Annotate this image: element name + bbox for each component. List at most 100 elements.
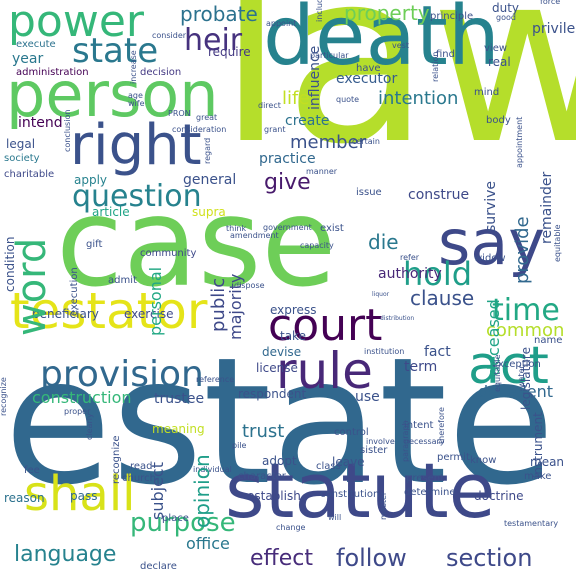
word-force: good [496, 13, 516, 22]
word-relation: vest [392, 41, 409, 50]
word-know: know [470, 455, 497, 466]
word-trust: trust [242, 421, 285, 442]
word-quote: relation [431, 51, 440, 82]
word-life: life [282, 88, 310, 109]
word-testator: testator [10, 282, 208, 340]
word-language: language [14, 542, 117, 567]
word-general: general [183, 172, 237, 188]
word-year: year [12, 51, 44, 67]
word-court: court [268, 300, 383, 351]
word-respondent: respondent [238, 387, 307, 401]
word-personal: personal [146, 266, 165, 336]
word-section: section [446, 544, 533, 572]
word-increase: PRON [168, 109, 191, 118]
word-body: direct [258, 101, 281, 110]
word-opinion: opinion [190, 454, 214, 528]
word-act: act [468, 336, 549, 396]
word-member: member [290, 132, 367, 153]
word-rule: rule [276, 342, 373, 400]
word-death: death [263, 0, 500, 84]
word-condition: condition [3, 236, 17, 292]
word-subject: subject [148, 462, 167, 520]
word-testamentary: recognize [0, 377, 8, 416]
word-remainder: remainder [539, 171, 555, 244]
word-therefore: necessary [404, 437, 445, 446]
word-gift: admit [108, 275, 137, 286]
word-heir: heir [184, 23, 243, 58]
word-present: present [406, 473, 445, 484]
word-judicial: increase [129, 50, 138, 84]
word-give: give [264, 170, 311, 195]
word-construe: construe [408, 187, 470, 203]
word-say: say [438, 206, 545, 279]
word-decision: decision [140, 67, 182, 78]
word-real: real [488, 55, 511, 69]
word-equitable: distribution [380, 315, 415, 322]
word-administration: administration [16, 67, 89, 78]
word-power: power [8, 0, 144, 47]
word-fee: fee [24, 465, 40, 476]
word-exercise: exercise [124, 307, 174, 321]
word-dispose: gift [86, 239, 103, 250]
word-institution: institution [364, 347, 405, 356]
word-principle: principle [430, 11, 474, 22]
word-read: clearly [85, 413, 94, 440]
word-meaning: meaning [152, 422, 205, 436]
word-admit: will [328, 513, 342, 522]
word-article: article [92, 205, 130, 219]
word-office: office [186, 534, 230, 553]
word-church: church [122, 473, 156, 484]
word-find: find [436, 49, 455, 60]
word-use: use [355, 389, 380, 405]
word-community: community [140, 248, 197, 259]
word-control: control [334, 427, 369, 438]
word-practice: practice [259, 151, 316, 167]
word-master: individual [193, 465, 232, 474]
word-declare: declare [140, 561, 177, 572]
word-law: law [218, 0, 576, 197]
word-say-vertical-word: word [9, 237, 55, 336]
word-statute: statute [225, 446, 496, 535]
word-conclusion: great [196, 113, 218, 122]
word-adopt: adopt [262, 454, 297, 468]
word-intend: intend [18, 115, 63, 131]
word-estate: estate [4, 321, 555, 524]
word-charitable: charitable [4, 169, 55, 180]
word-recognize: recognize [111, 435, 122, 484]
word-vest: particular [310, 51, 349, 60]
word-common: common [486, 320, 565, 341]
word-view: view [484, 43, 508, 54]
word-create: create [285, 113, 330, 129]
word-exception: water [517, 365, 526, 388]
word-intent: intent [404, 420, 434, 431]
word-pass: pass [70, 489, 98, 503]
word-effect: effect [250, 546, 313, 571]
word-appoint: mind [474, 87, 500, 98]
word-executor: executor [336, 71, 398, 87]
word-purpose: purpose [130, 508, 236, 538]
word-case: case [56, 172, 337, 314]
word-sister: sister [360, 445, 388, 456]
word-issue: issue [356, 187, 382, 198]
word-authority: authority [378, 266, 442, 282]
word-have: have [356, 63, 381, 74]
word-good: consideration [172, 125, 227, 134]
word-construction: construction [32, 388, 132, 407]
word-will: testamentary [504, 519, 559, 528]
word-take: take [280, 329, 306, 343]
word-name: name [534, 335, 563, 346]
word-die: die [368, 230, 399, 254]
word-society: society [4, 153, 40, 164]
word-license: license [256, 361, 298, 375]
word-make: make [524, 471, 552, 482]
word-certain: refer [400, 253, 420, 262]
word-shall: shall [24, 466, 136, 522]
word-pile: amendment [230, 231, 279, 240]
word-involve: paragraph [401, 420, 410, 462]
word-include: change [276, 523, 306, 532]
word-time: time [492, 293, 560, 328]
word-direct: grant [264, 125, 286, 134]
word-probate: probate [180, 2, 258, 26]
word-determine: determine [404, 487, 456, 498]
word-leave: leave [332, 455, 365, 469]
